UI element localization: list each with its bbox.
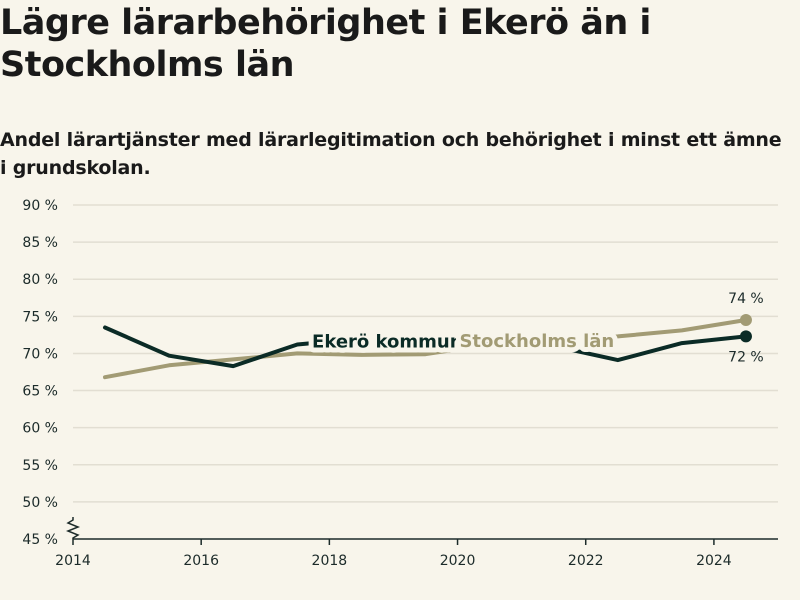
y-tick-label: 45 % xyxy=(22,532,58,548)
end-label-stockholm: 74 % xyxy=(728,291,764,307)
end-point-stockholm xyxy=(739,314,752,327)
chart-title: Lägre lärarbehörighet i Ekerö än i Stock… xyxy=(0,3,651,85)
x-tick-label: 2018 xyxy=(312,553,348,569)
series-lines xyxy=(103,314,752,380)
series-label-ekero: Ekerö kommun xyxy=(312,332,463,353)
series-line-ekero xyxy=(103,325,748,369)
y-tick-label: 70 % xyxy=(22,346,58,362)
y-tick-label: 90 % xyxy=(22,198,58,214)
x-tick-label: 2014 xyxy=(55,553,91,569)
y-tick-label: 80 % xyxy=(22,272,58,288)
end-point-ekero xyxy=(739,330,752,343)
axis-break-icon xyxy=(65,517,81,539)
labels: 45 % 50 % 55 % 60 % 65 % 70 % 75 % 80 % 85 % 90 %… xyxy=(22,198,763,569)
x-tick-label: 2020 xyxy=(440,553,476,569)
end-label-ekero: 72 % xyxy=(728,349,764,365)
y-tick-label: 55 % xyxy=(22,458,58,474)
y-tick-label: 65 % xyxy=(22,384,58,400)
x-tick-label: 2022 xyxy=(568,553,604,569)
x-tick-label: 2016 xyxy=(183,553,219,569)
series-label-stockholm: Stockholms län xyxy=(459,331,614,352)
y-tick-label: 50 % xyxy=(22,495,58,511)
axes xyxy=(65,517,778,545)
chart-subtitle: Andel lärartjänster med lärarlegitimatio… xyxy=(0,129,782,179)
x-tick-label: 2024 xyxy=(696,553,732,569)
y-tick-label: 60 % xyxy=(22,421,58,437)
y-tick-label: 75 % xyxy=(22,309,58,325)
y-tick-label: 85 % xyxy=(22,235,58,251)
